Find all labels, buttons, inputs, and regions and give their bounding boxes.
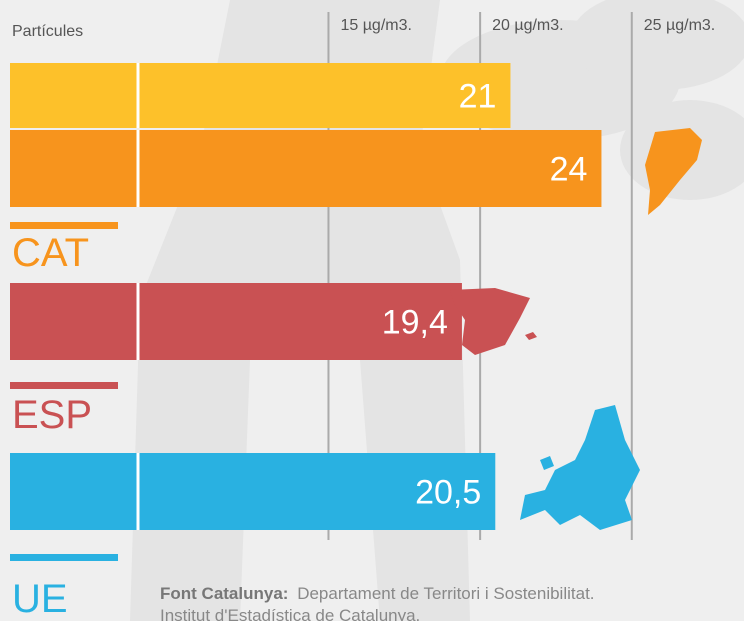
- x-tick-label: 15 µg/m3.: [340, 17, 411, 34]
- bar: [10, 283, 462, 360]
- grid: 15 µg/m3. 20 µg/m3. 25 µg/m3.: [327, 12, 715, 540]
- bar: [10, 130, 602, 207]
- group-labels: CAT ESP UE: [10, 222, 118, 621]
- group-underline: [10, 222, 118, 229]
- group-label: UE: [12, 577, 68, 621]
- map-catalunya: [645, 128, 702, 215]
- x-tick-label: 20 µg/m3.: [492, 17, 563, 34]
- value-label: 21: [459, 78, 497, 116]
- group-underline: [10, 382, 118, 389]
- map-europe: [520, 405, 640, 530]
- x-tick-label: 25 µg/m3.: [644, 17, 715, 34]
- source-text: Departament de Territori i Sostenibilita…: [297, 584, 594, 603]
- map-spain: [450, 288, 537, 355]
- source-label: Font Catalunya:: [160, 584, 288, 603]
- bar: [10, 63, 511, 128]
- group-underline: [10, 554, 118, 561]
- source: Font Catalunya: Departament de Territori…: [160, 584, 595, 603]
- bars: 21 24 19,4 20,5: [10, 63, 602, 530]
- source-line2: Institut d'Estadística de Catalunya.: [160, 606, 420, 621]
- value-label: 24: [550, 151, 588, 189]
- value-label: 20,5: [415, 474, 481, 512]
- axis-title: Partícules: [12, 23, 83, 40]
- value-label: 19,4: [382, 304, 448, 342]
- maps: [450, 128, 702, 530]
- group-label: CAT: [12, 231, 89, 275]
- bar: [10, 453, 496, 530]
- group-label: ESP: [12, 393, 92, 437]
